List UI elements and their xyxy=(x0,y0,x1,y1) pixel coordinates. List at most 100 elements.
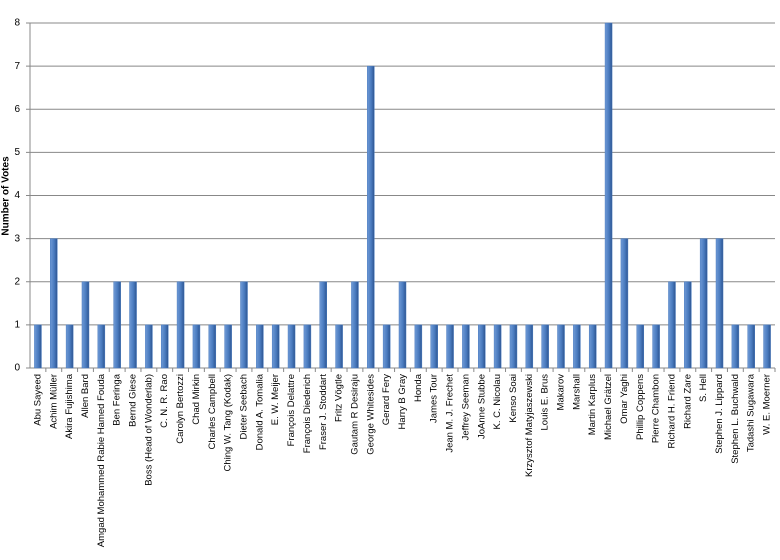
x-tick-label: Pierre Chambon xyxy=(651,374,662,443)
y-axis-label: Number of Votes xyxy=(1,156,12,236)
bar xyxy=(430,324,438,369)
x-tick-label: François Diederich xyxy=(302,374,313,453)
x-tick-label: Kenso Soai xyxy=(508,374,519,423)
y-tick-label: 6 xyxy=(14,104,20,115)
x-tick-label: E. W. Meijer xyxy=(270,374,281,425)
bar xyxy=(208,324,217,369)
bar xyxy=(620,238,629,369)
bar xyxy=(541,324,549,369)
x-tick-label: W. E. Moerner xyxy=(762,374,773,435)
x-tick-label: Amgad Mohammed Rabie Hamed Fouda xyxy=(96,373,107,547)
bar xyxy=(478,324,486,369)
x-tick-label: Ben Feringa xyxy=(112,373,123,425)
y-tick-label: 4 xyxy=(14,190,20,201)
bar xyxy=(50,238,58,369)
bar xyxy=(97,324,106,369)
y-tick-label: 1 xyxy=(14,320,20,331)
x-tick-label: Abu Sayeed xyxy=(32,374,43,426)
bar xyxy=(398,281,407,369)
bar xyxy=(287,324,296,369)
y-tick-label: 8 xyxy=(14,18,20,29)
y-tick-label: 5 xyxy=(14,147,20,158)
x-tick-label: François Delattre xyxy=(286,374,297,446)
x-tick-label: Akira Fujishima xyxy=(64,373,75,439)
x-tick-label: Omar Yaghi xyxy=(619,374,630,424)
x-tick-label: Gerard Fery xyxy=(381,374,392,425)
bar xyxy=(382,324,391,369)
bar xyxy=(446,324,454,369)
x-tick-label: Achim Müller xyxy=(48,374,59,429)
x-tick-label: Charles Campbell xyxy=(207,374,218,450)
x-tick-label: George Whitesides xyxy=(365,374,376,455)
x-tick-label: Jean M. J. Frechet xyxy=(445,374,456,453)
x-tick-label: Gautam R Desiraju xyxy=(349,374,360,455)
x-tick-label: Krzysztof Matyjaszewski xyxy=(524,374,535,477)
bar xyxy=(351,281,359,369)
bar xyxy=(192,324,201,369)
bar xyxy=(145,324,153,369)
bar xyxy=(509,324,518,369)
x-tick-label: Richard H. Friend xyxy=(666,374,677,448)
bar xyxy=(731,324,740,369)
x-tick-label: Honda xyxy=(413,373,424,402)
bar xyxy=(303,324,312,369)
x-tick-label: James Tour xyxy=(429,374,440,423)
x-tick-label: Marshall xyxy=(571,374,582,410)
x-tick-label: Phillip Coppens xyxy=(635,374,646,440)
x-tick-label: Stephen L. Buchwald xyxy=(730,374,741,464)
bar xyxy=(557,324,565,369)
bar xyxy=(319,281,327,369)
y-tick-label: 7 xyxy=(14,61,20,72)
y-tick-label: 0 xyxy=(14,363,20,374)
x-tick-label: K. C. Nicolau xyxy=(492,374,503,429)
bar xyxy=(525,324,534,369)
bar xyxy=(715,238,724,369)
bar xyxy=(224,324,232,369)
bar xyxy=(604,22,613,369)
bar xyxy=(699,238,708,369)
x-tick-label: S. Hell xyxy=(698,374,709,402)
x-tick-label: Tadashi Sugawara xyxy=(746,373,757,452)
bar xyxy=(588,324,597,369)
bar xyxy=(747,324,755,369)
x-tick-label: Bernd Giese xyxy=(128,374,139,427)
x-tick-label: Jeffrey Seeman xyxy=(460,374,471,440)
bar xyxy=(34,324,42,369)
bar xyxy=(763,324,771,369)
bar xyxy=(636,324,645,369)
bar xyxy=(113,281,121,369)
x-tick-label: Chad Mirkin xyxy=(191,374,202,425)
bar xyxy=(256,324,264,369)
bar xyxy=(414,324,423,369)
bar xyxy=(493,324,502,369)
x-tick-label: Carolyn Bertozzi xyxy=(175,374,186,444)
bar xyxy=(81,281,90,369)
y-tick-label: 3 xyxy=(14,233,20,244)
bar xyxy=(335,324,343,369)
bar xyxy=(271,324,280,369)
bar xyxy=(462,324,470,369)
x-tick-label: Martin Karplus xyxy=(587,374,598,435)
bar xyxy=(652,324,660,369)
x-tick-label: Allen Bard xyxy=(80,374,91,418)
x-tick-label: Makarov xyxy=(556,374,567,411)
x-tick-label: Donald A. Tomalia xyxy=(254,373,265,450)
bar xyxy=(160,324,169,369)
x-tick-label: Ching W. Tang (Kodak) xyxy=(223,374,234,472)
bar xyxy=(176,281,185,369)
bar xyxy=(684,281,692,369)
bar xyxy=(240,281,248,369)
bar xyxy=(573,324,581,369)
bar xyxy=(367,65,375,369)
x-tick-label: Boss (Head of Wonderlab) xyxy=(143,374,154,486)
bar xyxy=(65,324,74,369)
x-tick-label: Stephen J. Lippard xyxy=(714,374,725,454)
x-tick-label: Fritz Vögtle xyxy=(334,374,345,422)
x-tick-label: Richard Zare xyxy=(682,374,693,429)
x-tick-label: Fraser J. Stoddart xyxy=(318,374,329,450)
x-tick-label: Dieter Seebach xyxy=(239,374,250,439)
x-tick-label: Michael Grätzel xyxy=(603,374,614,440)
y-tick-label: 2 xyxy=(14,276,20,287)
x-tick-label: Harry B Gray xyxy=(397,374,408,430)
